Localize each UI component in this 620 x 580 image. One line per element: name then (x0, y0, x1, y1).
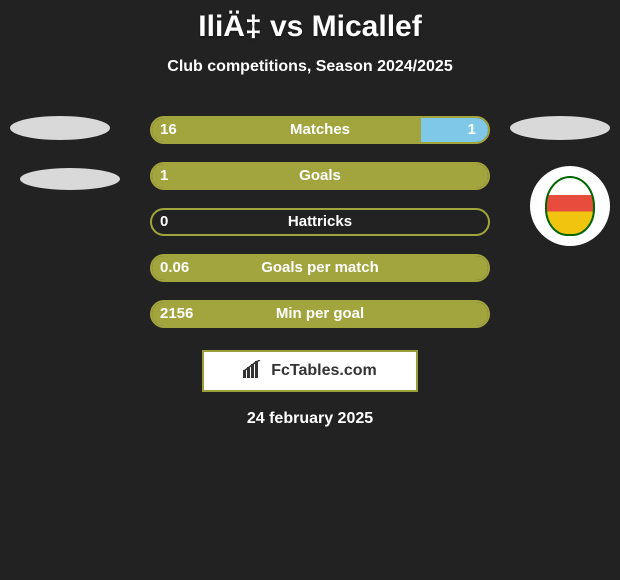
page-subtitle: Club competitions, Season 2024/2025 (0, 58, 620, 76)
chart-rows: 16Matches11Goals0Hattricks0.06Goals per … (10, 116, 610, 328)
bar-value-right: 1 (150, 116, 490, 144)
chart-bars-icon (243, 360, 265, 383)
comparison-chart: 16Matches11Goals0Hattricks0.06Goals per … (0, 116, 620, 328)
chart-row: 0Hattricks (10, 208, 610, 236)
watermark-text: FcTables.com (271, 362, 377, 380)
bar-label: Goals (150, 162, 490, 190)
bar-label: Goals per match (150, 254, 490, 282)
chart-row: 1Goals (10, 162, 610, 190)
chart-row: 2156Min per goal (10, 300, 610, 328)
bar-label: Hattricks (150, 208, 490, 236)
chart-row: 16Matches1 (10, 116, 610, 144)
watermark: FcTables.com (202, 350, 418, 392)
footer-date: 24 february 2025 (0, 410, 620, 428)
chart-row: 0.06Goals per match (10, 254, 610, 282)
page-title: IliÄ‡ vs Micallef (0, 0, 620, 44)
bar-label: Min per goal (150, 300, 490, 328)
